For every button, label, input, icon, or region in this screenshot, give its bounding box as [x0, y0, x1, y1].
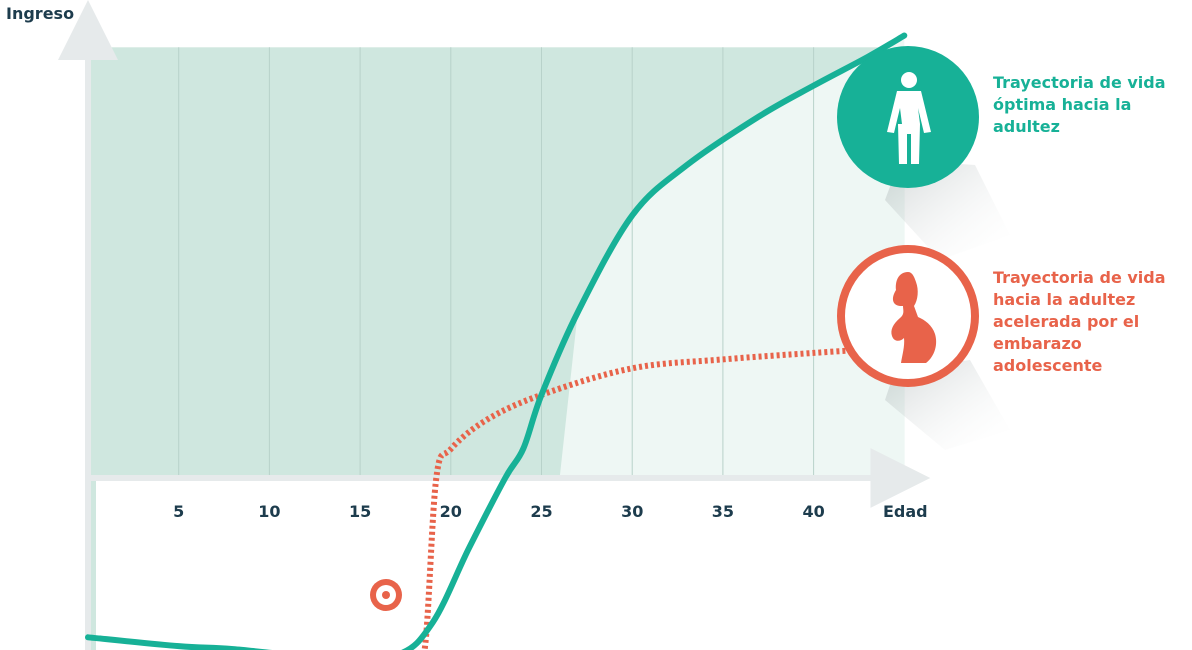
pregnant-woman-icon: [891, 272, 937, 363]
x-tick-label: 5: [173, 502, 184, 521]
x-axis-label: Edad: [883, 502, 928, 521]
woman-icon: [887, 72, 931, 164]
legend-optimal-label: Trayectoria de vida óptima hacia la adul…: [993, 73, 1166, 136]
x-tick-label: 40: [802, 502, 824, 521]
target-marker-icon: [370, 579, 402, 611]
x-tick-label: 20: [440, 502, 462, 521]
x-tick-label: 15: [349, 502, 371, 521]
y-axis-label: Ingreso: [6, 4, 75, 23]
x-tick-label: 35: [712, 502, 734, 521]
x-tick-label: 25: [530, 502, 552, 521]
series-line-optimal: [85, 32, 908, 650]
below-axis-band: [88, 478, 96, 650]
x-tick-label: 10: [258, 502, 280, 521]
x-tick-label: 30: [621, 502, 643, 521]
series-line-accelerated: [421, 345, 887, 650]
legend-accelerated-label: Trayectoria de vida hacia la adultez ace…: [993, 268, 1166, 375]
